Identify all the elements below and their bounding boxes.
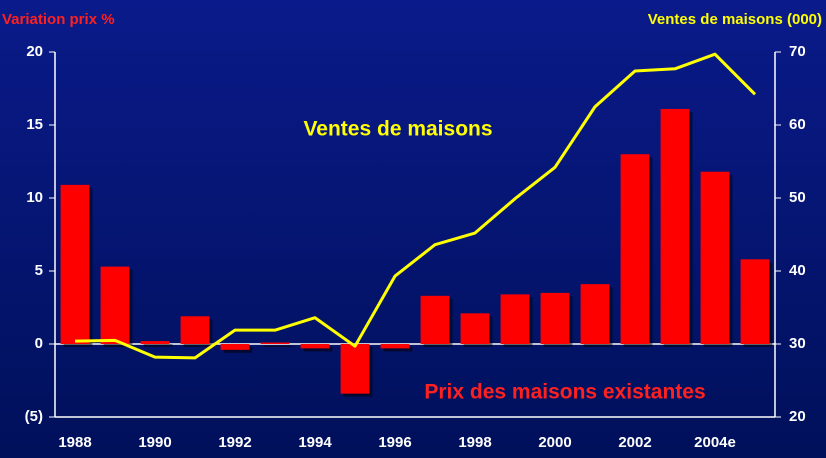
annotation: Ventes de maisons bbox=[303, 118, 492, 141]
bar-shadow bbox=[303, 347, 333, 352]
x-tick-label: 1994 bbox=[298, 434, 332, 451]
bar bbox=[180, 316, 210, 344]
bar bbox=[460, 313, 490, 344]
bar bbox=[380, 344, 410, 349]
y-tick-label: (5) bbox=[25, 408, 43, 425]
bar-shadow bbox=[143, 344, 173, 347]
x-tick-label: 1992 bbox=[218, 434, 251, 451]
bar bbox=[620, 154, 650, 344]
y2-tick-label: 20 bbox=[789, 408, 806, 425]
y-tick-label: 10 bbox=[26, 189, 43, 206]
y2-axis-label: Ventes de maisons (000) bbox=[648, 11, 822, 28]
y-axis-label: Variation prix % bbox=[2, 11, 115, 28]
bar bbox=[220, 344, 250, 350]
bar bbox=[540, 292, 570, 344]
bar bbox=[660, 108, 690, 344]
bar bbox=[260, 342, 290, 344]
x-tick-label: 1996 bbox=[378, 434, 411, 451]
x-tick-label: 1990 bbox=[138, 434, 171, 451]
bar bbox=[100, 266, 130, 344]
x-tick-label: 2000 bbox=[538, 434, 571, 451]
bar bbox=[580, 284, 610, 344]
bar bbox=[300, 344, 330, 349]
x-tick-label: 2004e bbox=[694, 434, 736, 451]
bar-shadow bbox=[263, 345, 293, 347]
bar bbox=[140, 341, 170, 344]
bar bbox=[500, 294, 530, 344]
line bbox=[74, 52, 757, 360]
y-tick-label: 20 bbox=[26, 43, 43, 60]
y2-tick-label: 70 bbox=[789, 43, 806, 60]
annotation: Prix des maisons existantes bbox=[424, 381, 705, 404]
y-tick-label: 0 bbox=[35, 335, 43, 352]
bar bbox=[60, 184, 90, 344]
x-tick-label: 1988 bbox=[58, 434, 91, 451]
x-tick-label: 1998 bbox=[458, 434, 491, 451]
bar-shadow bbox=[223, 347, 253, 353]
bar-shadow bbox=[383, 347, 413, 352]
bar bbox=[740, 259, 770, 344]
x-tick-label: 2002 bbox=[618, 434, 651, 451]
y2-tick-label: 60 bbox=[789, 116, 806, 133]
y-tick-label: 15 bbox=[26, 116, 43, 133]
y2-tick-label: 40 bbox=[789, 262, 806, 279]
y-tick-label: 5 bbox=[35, 262, 43, 279]
bar bbox=[420, 295, 450, 344]
y2-tick-label: 50 bbox=[789, 189, 806, 206]
bar bbox=[700, 171, 730, 344]
y2-tick-label: 30 bbox=[789, 335, 806, 352]
bar bbox=[340, 344, 370, 394]
